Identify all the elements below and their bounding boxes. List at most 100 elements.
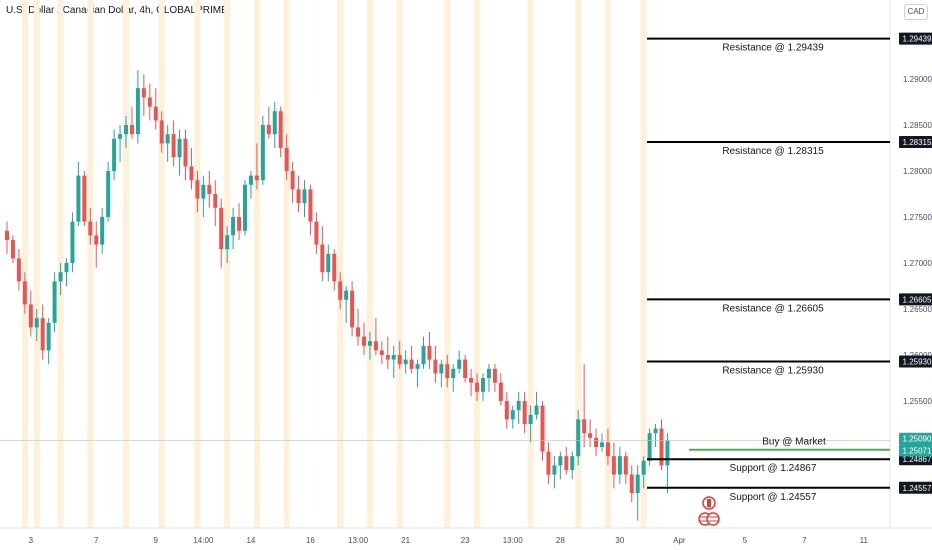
candle-body bbox=[558, 456, 563, 466]
y-tick-label: 1.27000 bbox=[903, 259, 932, 268]
level-price-tag bbox=[899, 481, 932, 494]
candle-body bbox=[350, 290, 355, 328]
candle-body bbox=[445, 364, 450, 378]
candle-body bbox=[665, 440, 670, 466]
candle-body bbox=[641, 460, 646, 475]
candle-body bbox=[492, 368, 497, 383]
candle-body bbox=[659, 428, 664, 466]
candle-body bbox=[177, 138, 182, 158]
level-price-tag bbox=[899, 136, 932, 149]
candle-body bbox=[594, 437, 599, 447]
candle-body bbox=[302, 189, 307, 204]
x-tick-label: 23 bbox=[461, 536, 470, 545]
candle-body bbox=[248, 175, 253, 185]
candle-body bbox=[82, 175, 87, 222]
candle-body bbox=[64, 263, 69, 273]
level-price-tag-text: 1.28315 bbox=[903, 138, 932, 147]
candle-body bbox=[332, 253, 337, 282]
candle-body bbox=[34, 318, 39, 328]
candle-body bbox=[124, 125, 128, 135]
candle-body bbox=[314, 221, 319, 245]
candle-body bbox=[635, 474, 640, 493]
candle-body bbox=[70, 221, 75, 263]
candle-body bbox=[147, 97, 152, 107]
candle-body bbox=[225, 235, 230, 250]
candle-body bbox=[522, 401, 527, 424]
x-tick-label: 14:00 bbox=[193, 536, 214, 545]
level-price-tag-text: 1.29439 bbox=[903, 35, 932, 44]
buy-label: Buy @ Market bbox=[762, 437, 826, 448]
session-highlight bbox=[396, 0, 403, 528]
candle-body bbox=[427, 345, 432, 360]
candle-body bbox=[231, 217, 236, 236]
level-label: Support @ 1.24557 bbox=[730, 492, 817, 503]
candle-body bbox=[272, 111, 277, 135]
candle-body bbox=[653, 428, 658, 434]
candle-body bbox=[207, 184, 212, 194]
y-tick-label: 1.28500 bbox=[903, 121, 932, 130]
session-highlight bbox=[527, 0, 534, 528]
candle-body bbox=[534, 405, 539, 415]
chart-title: U.S. Dollar / Canadian Dollar, 4h, GLOBA… bbox=[6, 5, 228, 16]
x-tick-label: 11 bbox=[860, 536, 869, 545]
candle-body bbox=[475, 382, 480, 392]
candle-body bbox=[498, 382, 503, 401]
level-price-tag-text: 1.24557 bbox=[903, 484, 932, 493]
x-tick-label: 3 bbox=[29, 536, 34, 545]
x-tick-label: 13:00 bbox=[503, 536, 524, 545]
candle-body bbox=[254, 175, 259, 181]
candle-body bbox=[546, 451, 551, 475]
candle-body bbox=[605, 442, 610, 457]
candle-body bbox=[326, 253, 331, 273]
candle-body bbox=[409, 359, 414, 369]
x-tick-label: 28 bbox=[556, 536, 565, 545]
candle-body bbox=[106, 171, 111, 217]
candle-body bbox=[5, 230, 9, 240]
x-tick-label: 21 bbox=[401, 536, 410, 545]
currency-badge[interactable]: CAD bbox=[904, 4, 928, 20]
candle-body bbox=[611, 456, 616, 475]
candle-body bbox=[201, 184, 206, 199]
session-highlight bbox=[253, 0, 260, 528]
candle-body bbox=[118, 134, 123, 139]
session-highlight bbox=[123, 0, 129, 528]
candle-body bbox=[439, 364, 444, 374]
session-highlight bbox=[21, 0, 28, 528]
candle-body bbox=[373, 341, 378, 351]
candle-body bbox=[356, 327, 361, 337]
x-tick-label: 9 bbox=[154, 536, 159, 545]
event-flag-icon bbox=[698, 496, 720, 526]
candle-body bbox=[290, 171, 295, 190]
candle-body bbox=[278, 111, 283, 148]
candle-body bbox=[159, 120, 164, 144]
session-highlight bbox=[283, 0, 290, 528]
level-price-tag-text: 1.24867 bbox=[903, 455, 932, 464]
candle-body bbox=[16, 258, 21, 282]
candle-body bbox=[516, 401, 521, 411]
level-label: Resistance @ 1.25930 bbox=[722, 365, 824, 376]
session-highlight bbox=[337, 0, 344, 528]
y-tick-label: 1.26500 bbox=[903, 305, 932, 314]
candle-body bbox=[76, 175, 81, 222]
candle-body bbox=[344, 290, 349, 300]
candle-body bbox=[88, 221, 93, 236]
candle-body bbox=[141, 88, 146, 98]
candle-body bbox=[629, 474, 634, 493]
candle-body bbox=[183, 138, 188, 167]
candle-body bbox=[367, 341, 372, 346]
session-highlight bbox=[640, 0, 647, 528]
level-price-tag-text: 1.25930 bbox=[903, 357, 932, 366]
candle-body bbox=[153, 106, 158, 121]
canada-flag-mark bbox=[707, 499, 711, 507]
candle-body bbox=[570, 456, 575, 470]
candle-body bbox=[308, 189, 313, 222]
candle-body bbox=[552, 465, 557, 475]
session-highlight bbox=[224, 0, 231, 528]
x-tick-label: 7 bbox=[94, 536, 99, 545]
candle-body bbox=[433, 359, 438, 374]
level-label: Resistance @ 1.29439 bbox=[722, 43, 824, 54]
y-tick-label: 1.27500 bbox=[903, 213, 932, 222]
candle-body bbox=[22, 281, 27, 305]
y-tick-label: 1.28000 bbox=[903, 167, 932, 176]
